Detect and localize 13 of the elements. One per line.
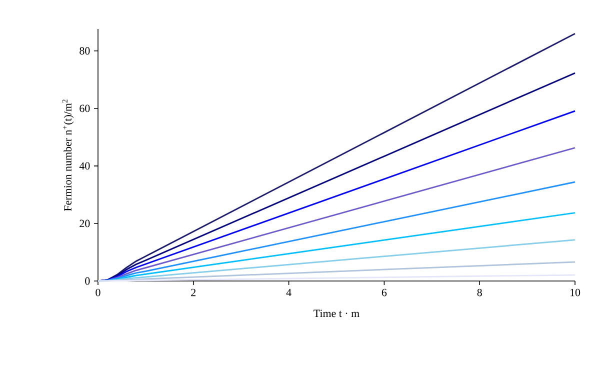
x-tick-label: 6 (382, 288, 387, 296)
y-tick-label: 0 (85, 277, 90, 285)
y-tick-label: 20 (80, 220, 90, 228)
x-tick-label: 2 (191, 288, 196, 296)
x-axis-title: Time t · m (314, 310, 360, 318)
x-tick-label: 10 (570, 288, 580, 296)
y-tick-label: 40 (79, 162, 90, 170)
x-tick-label: 8 (477, 288, 482, 296)
x-tick-label: 0 (96, 288, 100, 296)
y-tick-label: 80 (80, 47, 90, 55)
y-axis-title: Fermion number n$^{+}$(t)/m$^{2}$ (62, 100, 74, 212)
y-tick-label: 60 (80, 104, 90, 112)
x-tick-label: 4 (286, 288, 292, 296)
